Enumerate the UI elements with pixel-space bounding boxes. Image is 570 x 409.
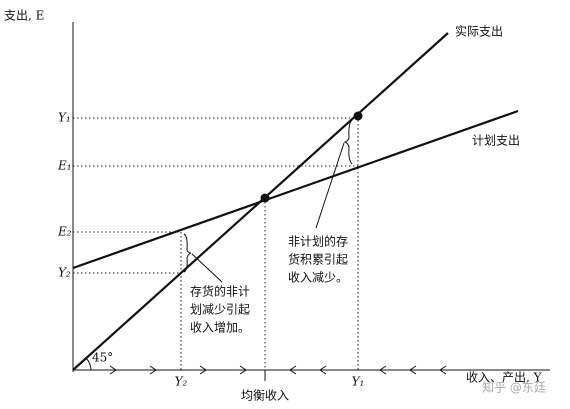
- watermark: 知乎 @东廷: [482, 381, 546, 395]
- y-label: E₁: [57, 159, 72, 173]
- leader: [315, 142, 345, 229]
- planned-expenditure-line: [72, 109, 519, 270]
- bracket: [183, 233, 192, 273]
- guides: [73, 116, 359, 370]
- angle-label: 45°: [92, 351, 113, 365]
- note-line: 收入减少。: [288, 271, 348, 285]
- x-label: Y₂: [175, 375, 188, 389]
- line-label: 计划支出: [472, 134, 520, 148]
- x-label: 均衡收入: [241, 389, 289, 403]
- note-line: 划减少引起: [190, 303, 250, 317]
- note-line: 非计划的存: [288, 234, 348, 249]
- note-line: 存货的非计: [190, 284, 250, 299]
- bracket: [343, 119, 353, 165]
- x-axis-label: 收入、产出, Y: [466, 371, 543, 385]
- y-axis-label: 支出, E: [4, 9, 44, 23]
- note-line: 收入增加。: [190, 321, 250, 335]
- line-label: 实际支出: [455, 24, 503, 39]
- axis-arrows: [109, 365, 447, 375]
- point: [353, 111, 363, 121]
- equilibrium-point: [260, 193, 270, 203]
- angle-arc: [85, 357, 92, 371]
- leader: [191, 253, 223, 283]
- x-label: Y₁: [352, 375, 365, 389]
- y-label: Y₁: [58, 111, 71, 125]
- y-label: Y₂: [58, 266, 71, 280]
- note-line: 货积累引起: [288, 252, 348, 267]
- y-label: E₂: [57, 225, 72, 239]
